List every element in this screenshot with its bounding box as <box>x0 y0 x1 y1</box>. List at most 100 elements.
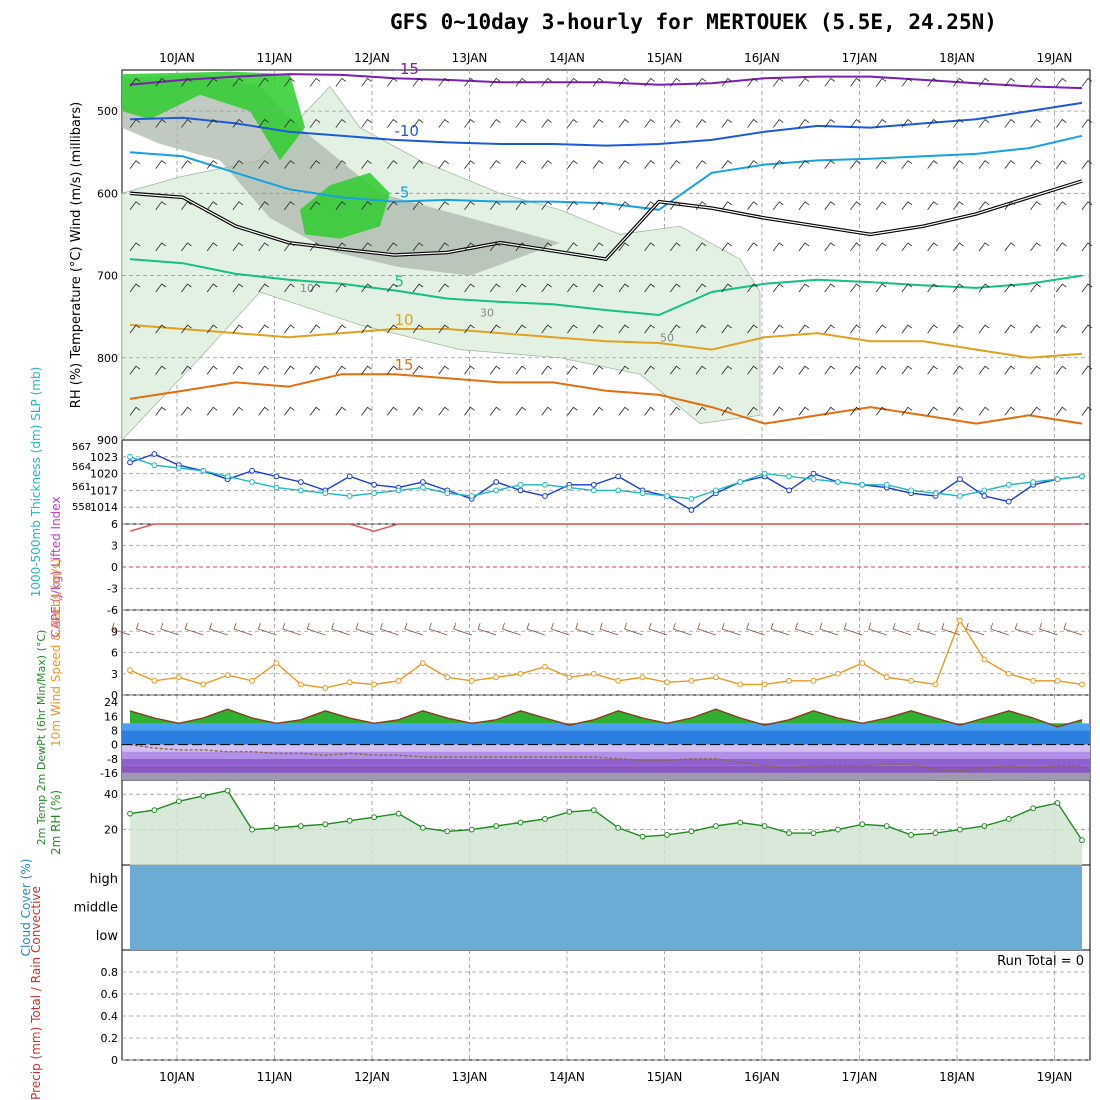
slp-thickness-point <box>542 481 548 488</box>
rh2m-point <box>859 821 866 828</box>
wind-barb <box>567 242 578 252</box>
wind-barb <box>850 242 861 252</box>
wind-barb <box>927 324 938 334</box>
wind-barb <box>438 160 449 169</box>
cloud-level-label: high <box>90 872 118 887</box>
slp-thickness-point <box>273 484 280 491</box>
wind-barb <box>978 283 990 293</box>
slp-thickness-point <box>883 481 890 488</box>
wind-barb <box>206 160 218 169</box>
rh2m-series-line <box>129 789 1083 841</box>
wind-barb <box>927 201 938 211</box>
wind-barb <box>464 324 475 334</box>
wind10m-point <box>297 681 304 688</box>
wind-barb <box>1055 118 1067 128</box>
date-label-top: 15JAN <box>647 51 683 65</box>
slp-thickness-point <box>395 487 402 494</box>
wind-barb <box>386 77 398 87</box>
wind-barb <box>1055 324 1067 334</box>
surface-wind-barb <box>941 622 961 636</box>
slp-thickness-point <box>444 490 451 497</box>
wind-barb <box>541 118 552 128</box>
slp-thickness-point <box>786 487 792 494</box>
slp-thickness-point <box>322 490 329 497</box>
thickness-tick-label: 564 <box>72 462 91 473</box>
wind-barb <box>875 406 887 416</box>
temperature-contour-label: -15 <box>394 60 419 78</box>
rh2m-point <box>371 814 378 821</box>
wind-barb <box>747 160 758 169</box>
wind-barb <box>901 365 913 375</box>
wind-barb <box>1004 406 1016 416</box>
surface-wind-barb <box>111 622 131 636</box>
wind-barb <box>309 77 321 87</box>
wind10m-point <box>1005 670 1012 677</box>
wind-barb <box>978 118 990 128</box>
wind-barb <box>129 365 141 375</box>
wind-barb <box>850 160 861 169</box>
wind-barb <box>335 201 347 211</box>
rh2m-point <box>957 826 963 833</box>
wind-barb <box>361 160 372 169</box>
wind-barb <box>309 324 321 334</box>
wind-barb <box>953 242 964 252</box>
wind-barb <box>798 160 810 169</box>
slp-thickness-point <box>249 467 255 474</box>
rh2m-point <box>712 823 719 829</box>
wind-barb <box>129 324 141 334</box>
wind-barb <box>361 201 372 211</box>
wind-barb <box>1030 365 1041 375</box>
wind10m-point <box>786 677 792 684</box>
wind-barb <box>361 77 372 87</box>
wind-barb <box>592 283 604 293</box>
wind-barb <box>129 406 141 416</box>
rh2m-point <box>322 821 329 828</box>
wind-barb <box>515 406 527 416</box>
rh2m-point <box>346 817 353 824</box>
rh2m-point <box>590 807 597 814</box>
slp-thickness-point <box>493 479 500 485</box>
wind-barb <box>875 283 887 293</box>
wind-barb <box>129 201 141 211</box>
surface-wind-barb <box>477 622 497 636</box>
wind10m-point <box>395 677 402 684</box>
wind10m-point <box>590 670 597 677</box>
slp-thickness-point <box>1005 498 1012 505</box>
cloud-level-label: middle <box>74 901 118 916</box>
wind10m-point <box>371 681 378 688</box>
date-label-top: 18JAN <box>939 51 975 65</box>
wind-barb <box>361 365 372 375</box>
rh2m-point <box>468 826 475 833</box>
wind10m-point <box>810 677 817 684</box>
slp-thickness-point <box>1030 479 1037 485</box>
wind-barb <box>953 365 964 375</box>
wind-barb <box>953 77 964 87</box>
wind10m-point <box>639 674 646 681</box>
temperature-contour-label: 5 <box>394 272 404 290</box>
wind-barb <box>258 160 269 169</box>
surface-wind-barb <box>599 622 619 636</box>
wind-barb <box>644 406 655 416</box>
rh2m-ylabel-group: 2m RH (%) <box>49 790 63 855</box>
wind-barb <box>181 118 192 128</box>
wind-barb <box>901 201 913 211</box>
wind-barb <box>335 118 347 128</box>
wind-barb <box>361 283 372 293</box>
wind-barb <box>875 324 887 334</box>
rh2m-point <box>200 793 207 799</box>
slp-thickness-point <box>908 487 915 494</box>
rh2m-tick-label: 40 <box>104 788 118 801</box>
wind10m-point <box>444 674 451 681</box>
surface-wind-barb <box>892 622 912 636</box>
wind-barb <box>1081 242 1093 252</box>
date-label-bottom: 17JAN <box>842 1070 878 1084</box>
wind-barb <box>258 283 269 293</box>
wind-barb <box>927 406 938 416</box>
wind-barb <box>1004 283 1016 293</box>
wind-barb <box>953 118 964 128</box>
wind-barb <box>1004 118 1016 128</box>
rh2m-point <box>908 831 915 838</box>
wind-barb <box>284 201 295 211</box>
wind-barb <box>644 160 655 169</box>
wind-barb <box>258 324 269 334</box>
